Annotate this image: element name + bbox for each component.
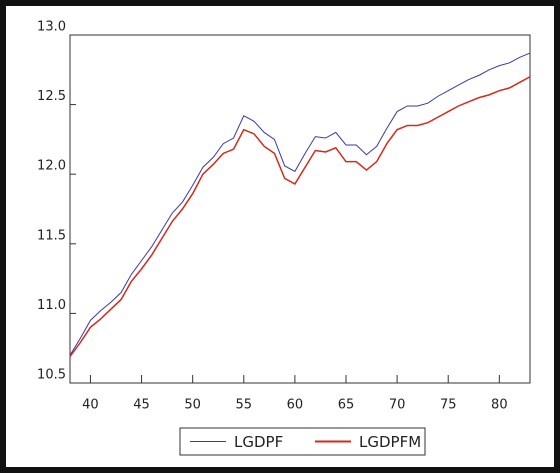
- x-tick-label: 50: [184, 398, 201, 413]
- y-tick-label: 11.0: [37, 298, 66, 313]
- x-tick-label: 40: [82, 398, 99, 413]
- plot-area: [69, 34, 531, 384]
- y-tick-label: 11.5: [37, 228, 66, 243]
- legend-label: LGDPFM: [359, 433, 421, 451]
- x-tick-label: 60: [287, 398, 304, 413]
- x-tick-label: 65: [338, 398, 355, 413]
- x-tick-label: 45: [133, 398, 150, 413]
- x-tick-label: 55: [236, 398, 253, 413]
- x-tick-label: 80: [491, 398, 508, 413]
- series-line: [69, 76, 531, 357]
- y-tick-label: 13.0: [37, 20, 66, 35]
- x-tick-label: 70: [389, 398, 406, 413]
- y-tick-label: 10.5: [37, 368, 66, 383]
- legend-label: LGDPF: [234, 433, 283, 451]
- x-tick-label: 75: [440, 398, 457, 413]
- y-tick-label: 12.0: [37, 159, 66, 174]
- series-line: [69, 52, 531, 356]
- y-tick-label: 12.5: [37, 89, 66, 104]
